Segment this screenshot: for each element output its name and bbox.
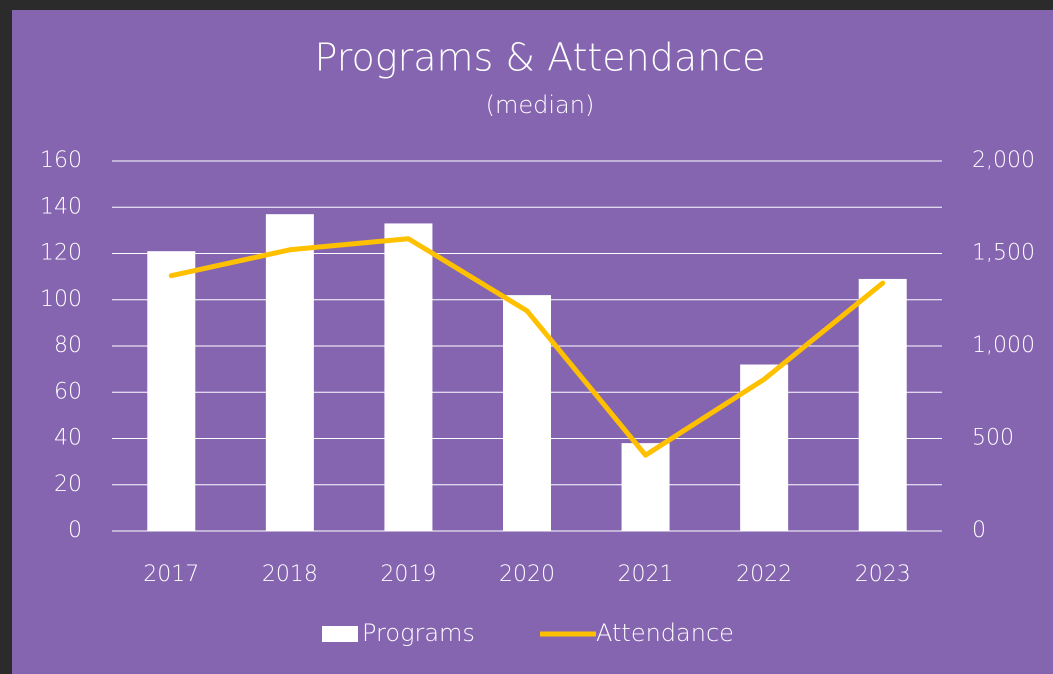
y-tick-label: 0 [68,518,82,543]
bar [503,295,551,531]
chart-subtitle: (median) [486,91,595,119]
x-tick-label: 2023 [855,562,911,587]
bar [147,251,196,531]
bar [621,443,670,531]
y-tick-label: 40 [54,426,82,451]
y2-tick-label: 2,000 [972,148,1035,173]
y-tick-label: 140 [40,194,82,219]
y2-tick-label: 1,000 [972,333,1035,358]
x-tick-label: 2017 [143,562,199,587]
x-tick-label: 2022 [736,562,792,587]
y-tick-label: 120 [40,241,82,266]
bar [265,214,314,531]
x-tick-label: 2018 [262,562,318,587]
y-tick-label: 80 [54,333,82,358]
bar [858,278,907,531]
y-tick-label: 60 [54,379,82,404]
legend-label: Attendance [596,619,734,647]
legend-label: Programs [362,619,475,647]
y-tick-label: 100 [40,287,82,312]
chart-title: Programs & Attendance [315,36,766,80]
legend-swatch [322,626,358,642]
x-tick-label: 2019 [380,562,436,587]
bar [384,223,433,531]
x-tick-label: 2020 [499,562,555,587]
y-tick-label: 160 [40,148,82,173]
x-tick-label: 2021 [618,562,674,587]
y-tick-label: 20 [54,472,82,497]
y2-tick-label: 500 [972,426,1014,451]
y2-tick-label: 0 [972,518,986,543]
y2-tick-label: 1,500 [972,241,1035,266]
line-series [168,236,886,458]
